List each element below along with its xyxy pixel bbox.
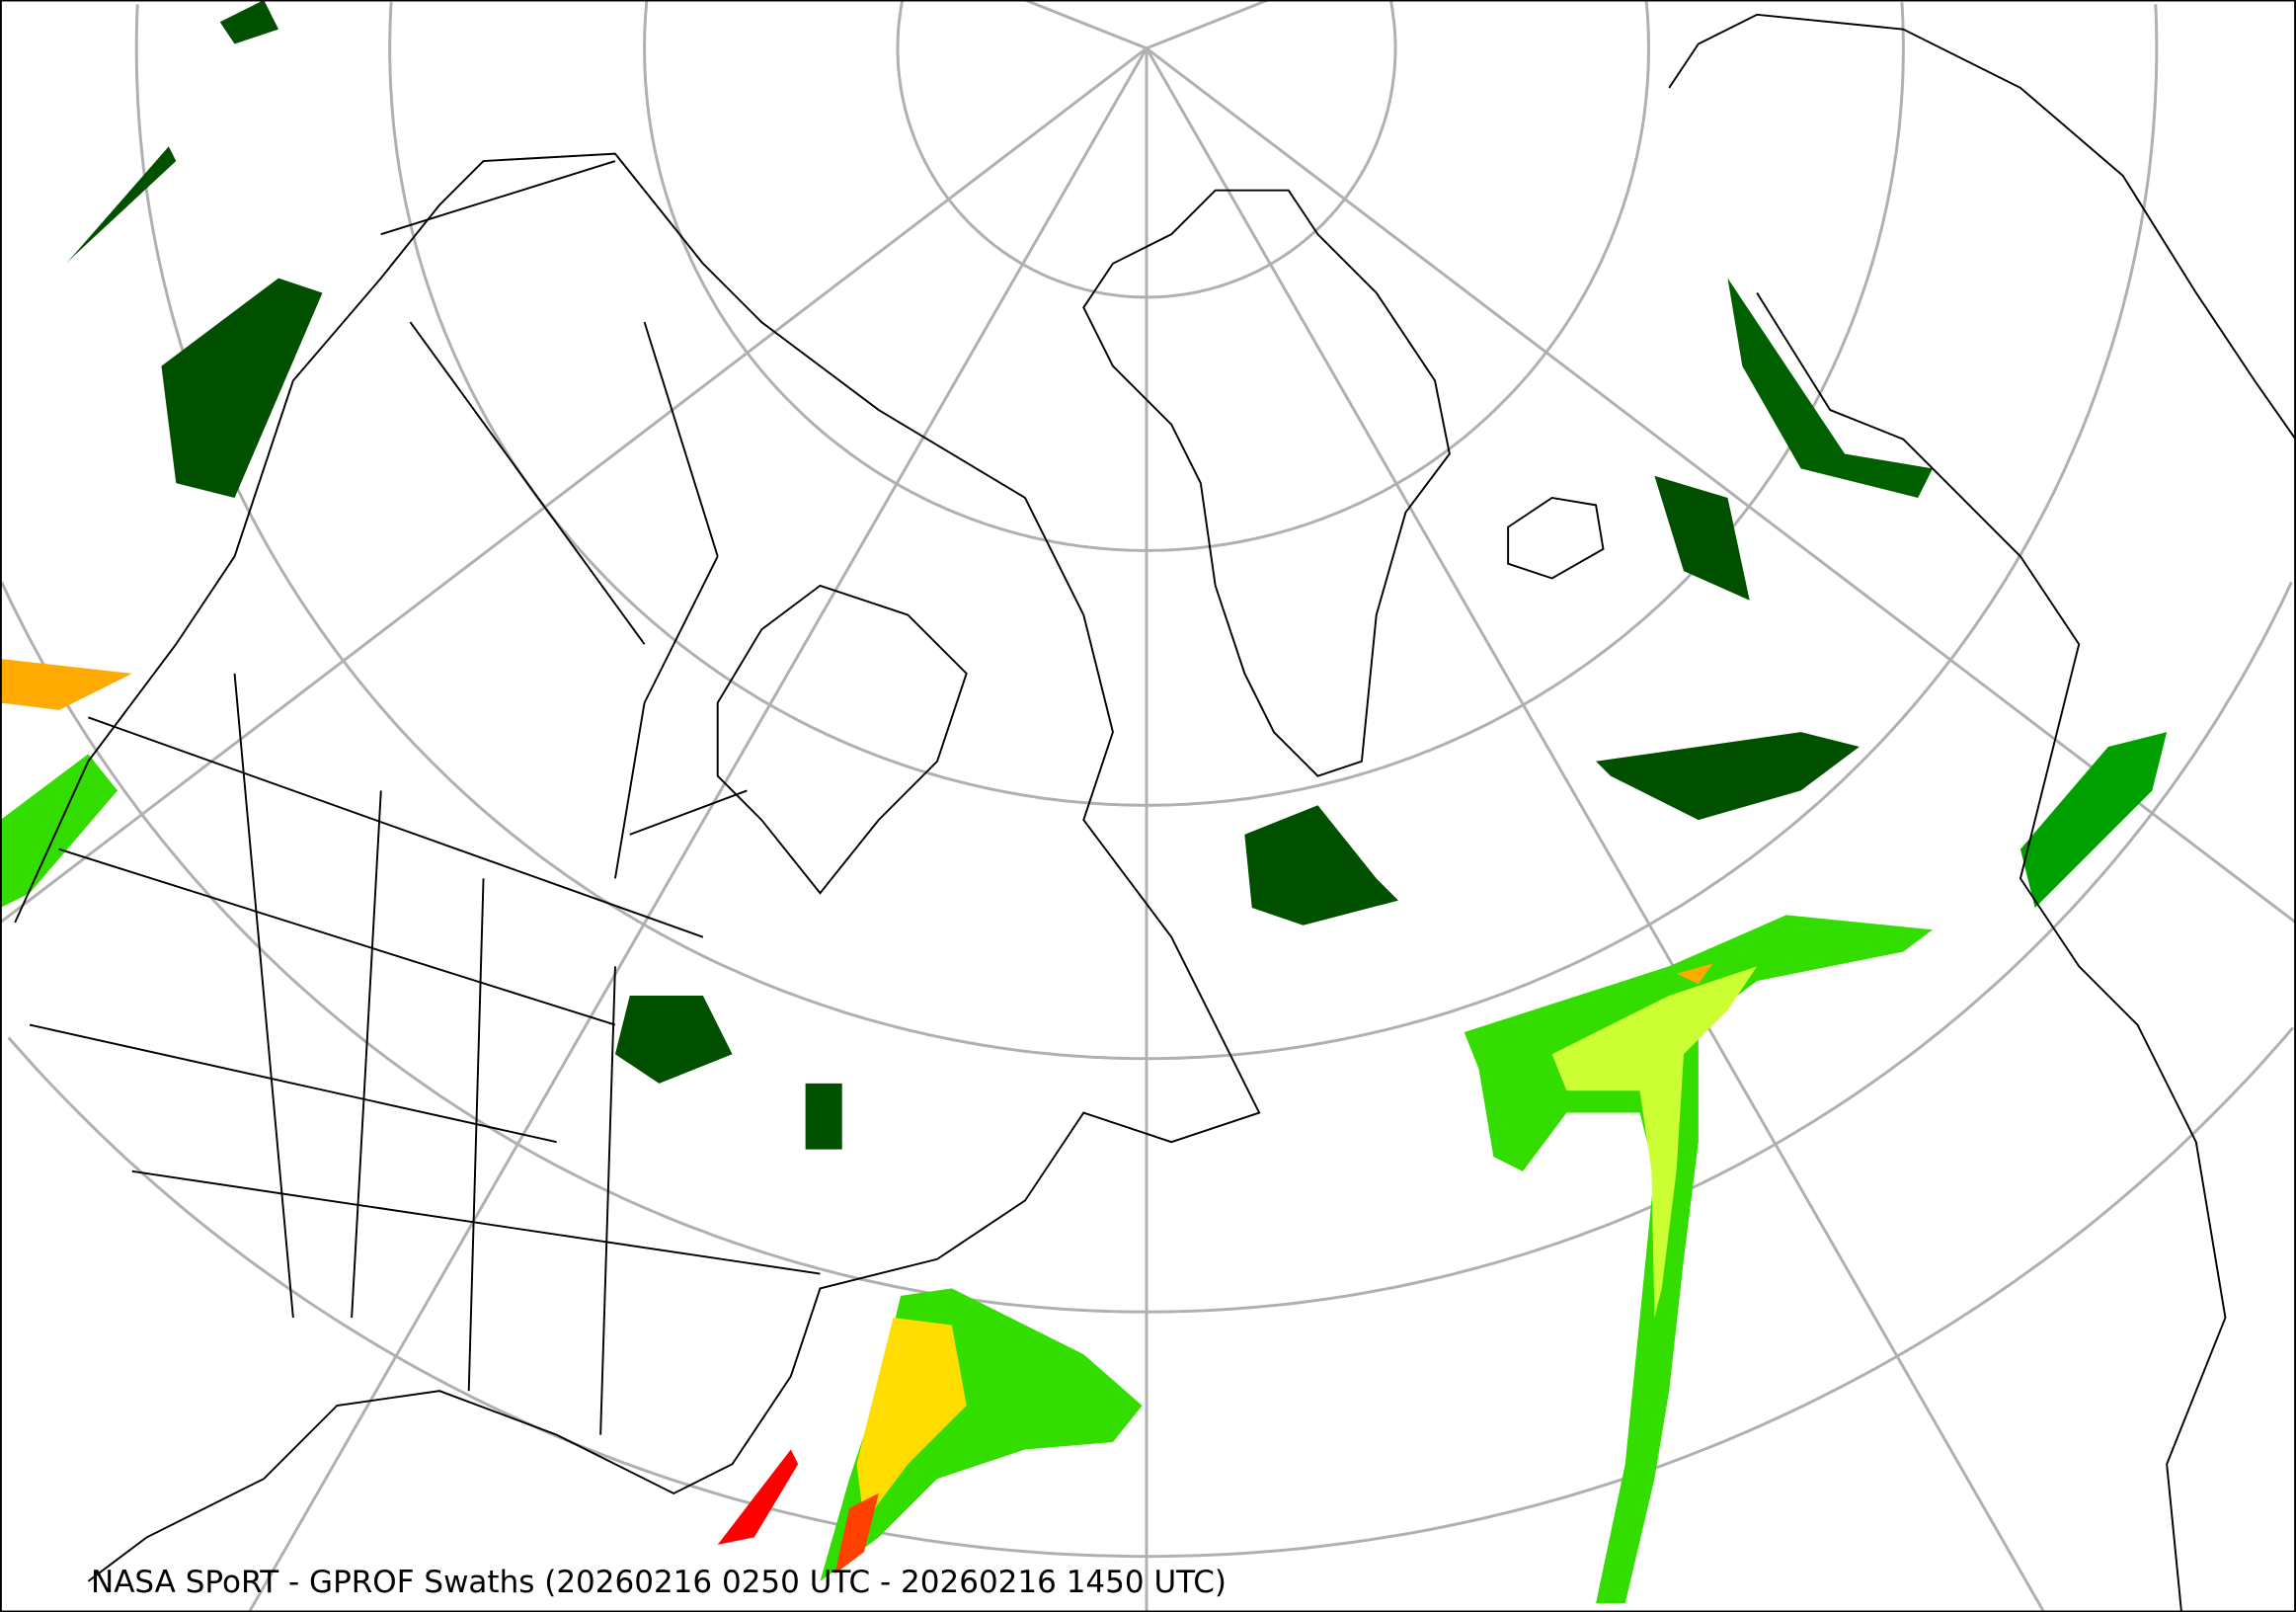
precip-great-lakes: [614, 995, 733, 1084]
meridian: [1145, 47, 2045, 1612]
greenland-coast: [1082, 189, 1451, 777]
precip-quebec: [805, 1083, 842, 1150]
latitude-circle: [7, 1026, 2295, 1559]
north-america-coast: [14, 152, 1261, 1582]
precip-southeast-heavy: [834, 1492, 879, 1574]
precip-norwegian-sea: [1654, 475, 1750, 601]
precip-alaska: [161, 278, 323, 498]
precip-gulf-strip: [717, 1449, 799, 1545]
precip-atlantic-core: [1551, 966, 1758, 1319]
latitude-circle: [643, 0, 1650, 552]
precip-pacific-coast: [0, 754, 118, 909]
precip-north-atlantic: [1596, 732, 1860, 821]
precip-pacific-nw: [0, 659, 132, 710]
iceland-coast: [1507, 496, 1605, 580]
precip-alaska-streak: [66, 146, 177, 264]
map-title: NASA SPoRT - GPROF Swaths (20260216 0250…: [91, 1565, 1227, 1600]
precip-bering: [219, 0, 279, 44]
meridian: [248, 47, 1148, 1612]
precip-southeast-core: [856, 1318, 967, 1523]
meridian: [1146, 0, 1269, 50]
meridian: [1024, 0, 1148, 50]
europe-coast: [1668, 13, 2296, 1612]
meridian: [0, 46, 1148, 925]
precip-scandinavia: [1727, 278, 1934, 498]
latitude-circle: [896, 0, 1397, 299]
precip-atlantic-heavy: [1676, 963, 1713, 985]
precipitation-swaths: [0, 0, 2168, 1604]
precip-greenland-south: [1244, 805, 1398, 926]
canada-province-borders: [380, 160, 748, 879]
latitude-circle: [134, 4, 2159, 1061]
coastlines-and-borders: [14, 13, 2296, 1612]
precip-mediterranean: [2019, 732, 2168, 909]
us-state-borders: [29, 673, 821, 1435]
hudson-bay-coast: [716, 584, 968, 895]
